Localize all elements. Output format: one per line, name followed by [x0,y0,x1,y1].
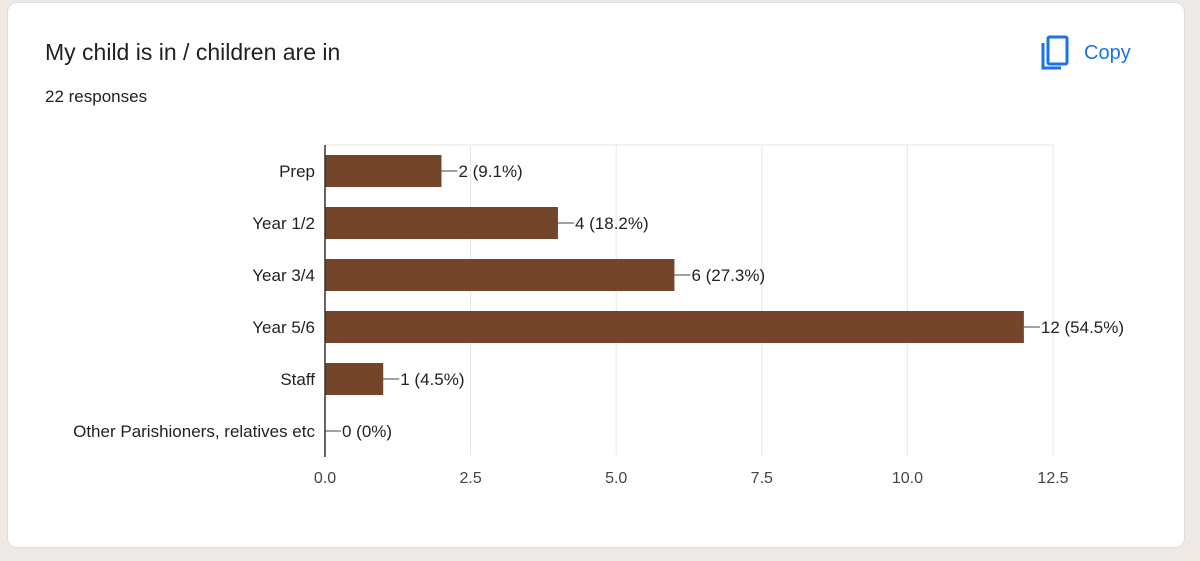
data-label: 0 (0%) [342,422,392,441]
bar [325,311,1024,343]
category-label: Other Parishioners, relatives etc [73,422,315,441]
data-label: 1 (4.5%) [400,370,464,389]
x-tick-label: 7.5 [751,470,773,487]
x-tick-label: 0.0 [314,470,336,487]
question-title: My child is in / children are in [45,39,341,65]
copy-icon [1041,35,1069,70]
response-summary-card: My child is in / children are in 22 resp… [7,2,1185,548]
bar [325,259,675,291]
category-label: Prep [279,162,315,181]
copy-label: Copy [1084,41,1131,64]
data-label: 6 (27.3%) [691,266,765,285]
x-tick-label: 10.0 [892,470,923,487]
bar [325,363,384,395]
response-count: 22 responses [45,87,148,106]
category-label: Year 5/6 [252,318,315,337]
data-label: 12 (54.5%) [1041,318,1124,337]
x-tick-label: 5.0 [605,470,627,487]
category-label: Year 1/2 [252,214,315,233]
copy-button[interactable]: Copy [1040,33,1131,73]
x-tick-label: 2.5 [459,470,481,487]
category-label: Staff [280,370,315,389]
category-label: Year 3/4 [252,266,315,285]
bar [325,155,442,187]
bar [325,207,558,239]
data-label: 2 (9.1%) [458,162,522,181]
data-label: 4 (18.2%) [575,214,649,233]
x-tick-label: 12.5 [1037,470,1068,487]
